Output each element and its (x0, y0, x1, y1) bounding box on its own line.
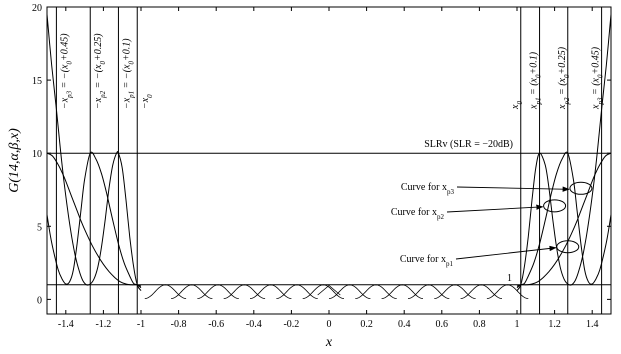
one-label: 1 (507, 273, 512, 284)
x-tick-label: 1 (515, 319, 520, 330)
y-tick-label: 0 (37, 295, 42, 306)
annotation-ellipse (569, 181, 593, 195)
x-tick-label: 0.2 (360, 319, 373, 330)
x-tick-label: -0.6 (208, 319, 224, 330)
y-tick-label: 10 (32, 149, 42, 160)
annotations: Curve for xp3 Curve for xp2 Curve for xp1 (391, 181, 593, 268)
x-tick-label: -1.4 (58, 319, 74, 330)
ripple-hump (328, 284, 371, 299)
x-tick-label: -0.8 (171, 319, 187, 330)
x-axis-label: x (325, 335, 333, 350)
plot-lines: SLRv (SLR = −20dB) 1 (47, 139, 611, 286)
x-tick-label: 0 (327, 319, 332, 330)
vertical-line-label: xp2 = (x0+0.25) (557, 46, 571, 110)
slr-label: SLRv (SLR = −20dB) (424, 139, 513, 150)
ripple-hump (407, 284, 450, 299)
y-tick-label: 20 (32, 3, 42, 14)
vertical-line-label: x0 (510, 101, 524, 110)
ripple-hump (171, 284, 213, 299)
series-line (47, 152, 142, 287)
x-tick-label: -1.2 (95, 319, 111, 330)
annotation-label: Curve for xp3 (401, 182, 455, 196)
x-tick-label: -0.4 (246, 319, 262, 330)
annotation-arrow (456, 186, 570, 192)
x-tick-label: 1.2 (548, 319, 561, 330)
ripple-hump (434, 284, 476, 299)
x-tick-label: -0.2 (283, 319, 299, 330)
ripple-hump (486, 284, 529, 299)
ripple-hump (460, 284, 503, 299)
ripple-hump (381, 284, 424, 299)
annotation-label: Curve for xp1 (400, 254, 454, 268)
x-tick-label: 1.4 (586, 319, 599, 330)
y-axis-label: G(14,α,β,x) (7, 128, 22, 193)
center-peak (317, 284, 341, 296)
series-line (516, 152, 611, 287)
ripple-hump (223, 284, 266, 299)
annotation-arrow (455, 245, 557, 260)
annotation-arrow (446, 204, 544, 213)
axis-ticks: -1.4 -1.2 -1 -0.8 -0.6 -0.4 -0.2 0 0.2 0.4 0.6 0.8 1… (32, 3, 611, 330)
y-tick-label: 15 (32, 76, 42, 87)
annotation-ellipse (556, 240, 580, 254)
annotation-ellipse (543, 199, 567, 213)
vertical-line-label: xp1 = (x0+0.1) (529, 51, 543, 110)
x-tick-label: -1 (137, 319, 145, 330)
x-tick-label: 0.4 (398, 319, 411, 330)
ripple-hump (302, 284, 345, 299)
series-line (516, 151, 611, 289)
ripple-hump (144, 284, 187, 299)
vertical-line-label: −x0 (140, 94, 154, 109)
series-line (47, 151, 142, 289)
vertical-markers: −xp3 = −(x0+0.45) −xp2 = −(x0+0.25) −xp1 =… (55, 7, 605, 314)
series-curves (47, 14, 611, 291)
x-tick-label: 0.6 (436, 319, 449, 330)
y-tick-label: 5 (37, 222, 42, 233)
vertical-line-label: −xp2 = −(x0+0.25) (93, 33, 107, 109)
annotation-label: Curve for xp2 (391, 207, 445, 221)
x-tick-label: 0.8 (473, 319, 486, 330)
vertical-line-label: −xp1 = −(x0+0.1) (121, 38, 135, 109)
ripple-curves (144, 284, 529, 299)
ripple-hump (355, 284, 397, 299)
vertical-line-label: −xp3 = −(x0+0.45) (59, 33, 73, 109)
ripple-hump (197, 284, 239, 299)
series-line (516, 14, 611, 291)
vertical-line-label: xp3 = (x0+0.45) (591, 46, 605, 110)
ripple-hump (276, 284, 318, 299)
ripple-hump (249, 284, 292, 299)
series-line (47, 14, 142, 291)
